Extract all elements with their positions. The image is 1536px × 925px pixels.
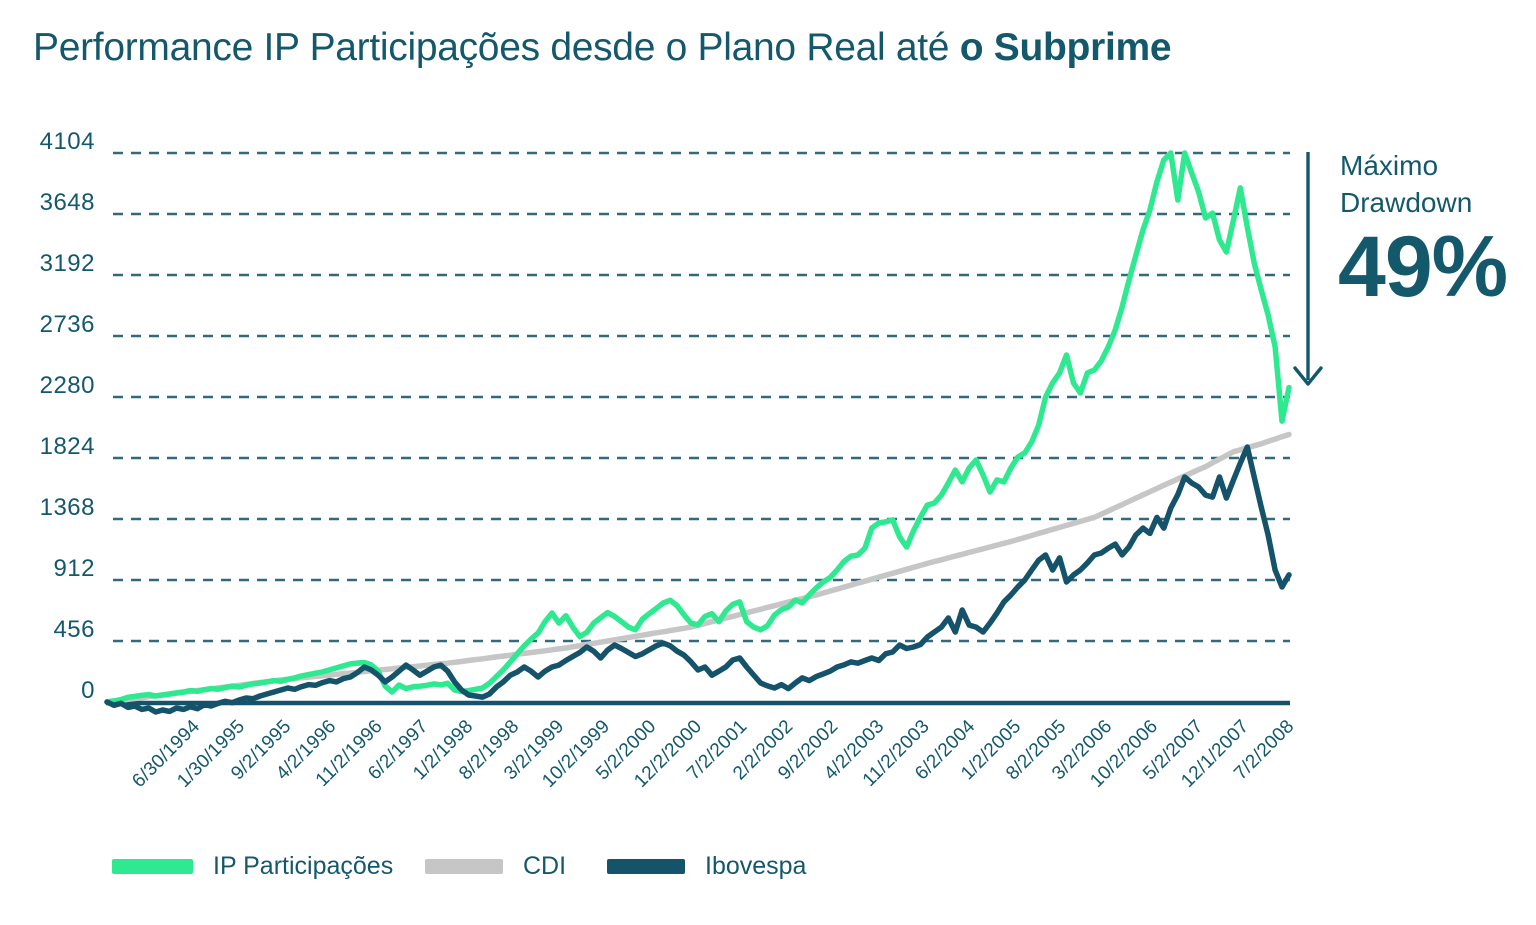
drawdown-arrowhead-icon: [1293, 366, 1323, 386]
y-tick-label-4104: 4104: [39, 128, 95, 155]
drawdown-annotation-line1: Máximo: [1340, 150, 1439, 181]
page-title: Performance IP Participações desde o Pla…: [33, 26, 1172, 70]
legend-item-cdi: CDI: [425, 852, 567, 880]
page-title-bold: o Subprime: [959, 26, 1172, 69]
y-tick-label-1824: 1824: [39, 433, 95, 460]
legend-label-ip-participacoes: IP Participações: [213, 852, 394, 880]
y-tick-label-3648: 3648: [39, 189, 95, 216]
drawdown-annotation-line2: Drawdown: [1340, 187, 1473, 218]
legend-item-ip-participacoes: IP Participações: [112, 852, 394, 880]
legend-label-cdi: CDI: [523, 852, 567, 880]
page-title-normal: Performance IP Participações desde o Pla…: [33, 26, 960, 69]
drawdown-annotation-value: 49%: [1338, 219, 1508, 315]
series-line-cdi: [104, 431, 1292, 705]
series-line-ibovespa: [104, 444, 1292, 715]
y-tick-label-912: 912: [53, 555, 95, 582]
series-line-ip-participa-es: [104, 150, 1292, 705]
legend-swatch-cdi: [425, 859, 503, 874]
legend-label-ibovespa: Ibovespa: [705, 852, 807, 880]
y-tick-label-3192: 3192: [39, 250, 95, 277]
y-tick-label-1368: 1368: [39, 494, 95, 521]
y-tick-label-2736: 2736: [39, 311, 95, 338]
legend-item-ibovespa: Ibovespa: [607, 852, 807, 880]
legend-swatch-ibovespa: [607, 859, 685, 874]
y-tick-label-2280: 2280: [39, 372, 95, 399]
y-tick-label-456: 456: [53, 616, 95, 643]
y-tick-label-0: 0: [81, 677, 95, 704]
legend-swatch-ip-participacoes: [112, 859, 193, 874]
